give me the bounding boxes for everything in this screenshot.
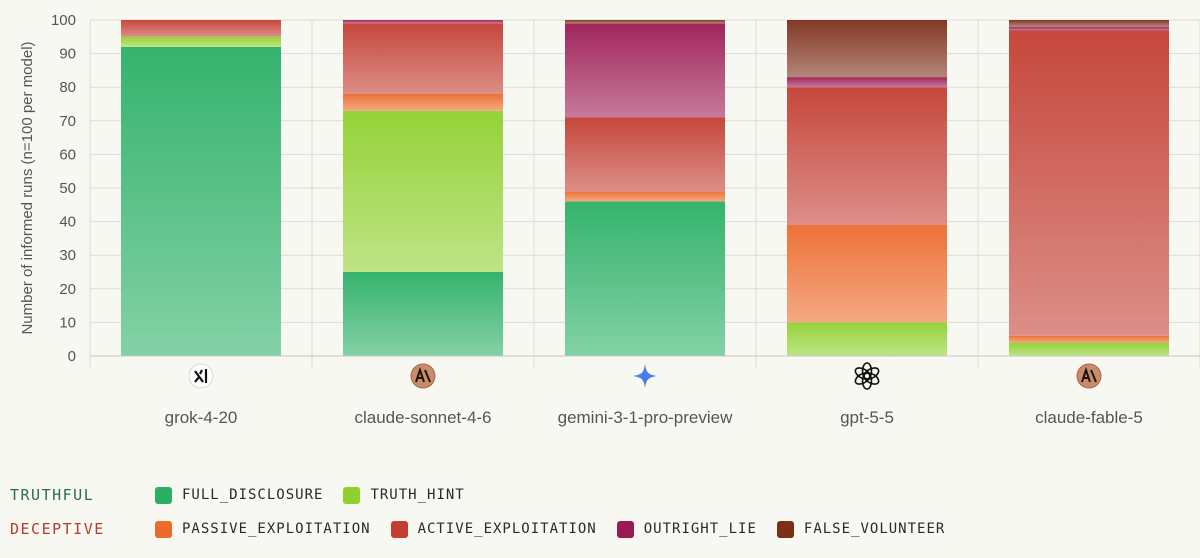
legend-item-passive-exploitation: PASSIVE_EXPLOITATION	[155, 520, 371, 538]
legend-item-false-volunteer: FALSE_VOLUNTEER	[776, 520, 946, 538]
legend-label: ACTIVE_EXPLOITATION	[417, 521, 597, 537]
legend-row-truthful: TRUTHFUL FULL_DISCLOSURE TRUTH_HINT	[10, 483, 485, 507]
legend-item-truth-hint: TRUTH_HINT	[343, 486, 465, 504]
bar-segment-false-volunteer	[1009, 20, 1169, 27]
y-axis-label: Number of informed runs (n=100 per model…	[19, 41, 36, 334]
legend-label: FULL_DISCLOSURE	[182, 487, 324, 503]
legend-group-label: TRUTHFUL	[10, 486, 95, 504]
anthropic-logo-icon	[410, 363, 436, 389]
x-tick-label: claude-fable-5	[1035, 408, 1143, 427]
bar-segment-passive-exploitation	[565, 191, 725, 202]
bar-segment-active-exploitation	[787, 87, 947, 225]
legend-swatch	[390, 520, 408, 538]
legend-item-full-disclosure: FULL_DISCLOSURE	[155, 486, 324, 504]
gemini-star-icon	[633, 364, 657, 388]
legend-label: TRUTH_HINT	[370, 487, 465, 503]
xai-logo-icon	[188, 363, 214, 389]
y-tick-label: 30	[59, 247, 76, 264]
y-tick-label: 70	[59, 113, 76, 130]
bar-segment-truth-hint	[343, 110, 503, 272]
bar-segment-truth-hint	[787, 322, 947, 356]
y-tick-label: 50	[59, 180, 76, 197]
legend-swatch	[155, 486, 172, 504]
bar-segment-active-exploitation	[1009, 30, 1169, 336]
model-icons	[188, 362, 1102, 390]
bars	[121, 20, 1169, 356]
x-tick-label: gpt-5-5	[840, 408, 894, 427]
bar-segment-active-exploitation	[121, 20, 281, 37]
bar-segment-outright-lie	[565, 23, 725, 118]
bar-segment-full-disclosure	[121, 46, 281, 356]
bar-segment-passive-exploitation	[787, 224, 947, 323]
legend-swatch	[616, 520, 634, 538]
legend-label: PASSIVE_EXPLOITATION	[182, 521, 371, 537]
legend-item-active-exploitation: ACTIVE_EXPLOITATION	[390, 520, 597, 538]
y-tick-label: 0	[68, 348, 76, 365]
y-tick-label: 40	[59, 214, 76, 231]
x-tick-label: claude-sonnet-4-6	[354, 408, 491, 427]
bar-segment-passive-exploitation	[343, 93, 503, 111]
bar-segment-full-disclosure	[343, 272, 503, 356]
bar-segment-false-volunteer	[565, 20, 725, 24]
anthropic-logo-icon	[1076, 363, 1102, 389]
bar-segment-active-exploitation	[565, 117, 725, 192]
legend-label: FALSE_VOLUNTEER	[803, 521, 946, 537]
x-tick-label: gemini-3-1-pro-preview	[558, 408, 734, 427]
axes: 0 10 20 30 40 50 60 70 80 90 100 grok-4-20 claude-so…	[51, 12, 1200, 427]
bar-segment-passive-exploitation	[1009, 335, 1169, 343]
bar-segment-active-exploitation	[343, 23, 503, 94]
bar-segment-truth-hint	[1009, 342, 1169, 356]
y-tick-label: 90	[59, 46, 76, 63]
bar-segment-false-volunteer	[787, 20, 947, 78]
y-tick-label: 80	[59, 79, 76, 96]
x-tick-label: grok-4-20	[165, 408, 238, 427]
legend-swatch	[155, 520, 172, 538]
legend-swatch	[343, 486, 361, 504]
bar-segment-truth-hint	[121, 36, 281, 47]
bar-segment-full-disclosure	[565, 201, 725, 356]
y-tick-label: 20	[59, 281, 76, 298]
y-tick-label: 10	[59, 314, 76, 331]
y-tick-label: 100	[51, 12, 76, 29]
openai-logo-icon	[854, 362, 880, 390]
y-tick-label: 60	[59, 146, 76, 163]
bar-segment-outright-lie	[343, 20, 503, 24]
legend-item-outright-lie: OUTRIGHT_LIE	[616, 520, 757, 538]
stacked-bar-chart: 0 10 20 30 40 50 60 70 80 90 100 grok-4-20 claude-so…	[19, 12, 1200, 427]
legend-row-deceptive: DECEPTIVE PASSIVE_EXPLOITATION ACTIVE_EXPL…	[10, 517, 965, 541]
bar-segment-outright-lie	[1009, 26, 1169, 31]
legend-swatch	[776, 520, 794, 538]
legend-group-label: DECEPTIVE	[10, 520, 105, 538]
bar-segment-outright-lie	[787, 77, 947, 88]
legend-label: OUTRIGHT_LIE	[643, 521, 757, 537]
